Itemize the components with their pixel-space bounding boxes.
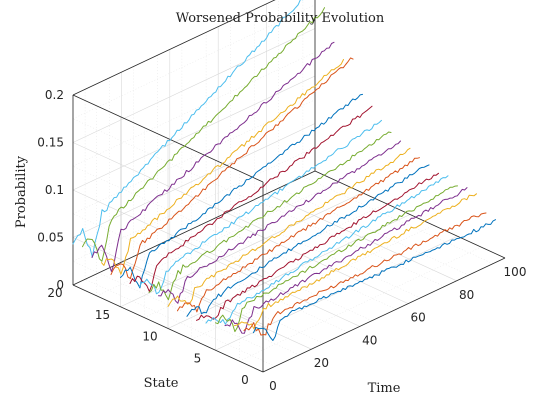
grid-minor-side	[72, 118, 264, 206]
z-tick-label: 0	[56, 278, 64, 292]
series-line	[215, 185, 458, 333]
x-tick-label: 80	[459, 288, 474, 302]
series-line	[91, 41, 335, 272]
grid-minor-back	[72, 52, 316, 167]
grid-minor-side	[72, 213, 264, 301]
series-line	[186, 164, 430, 317]
series-line	[253, 219, 496, 341]
series-line	[148, 131, 392, 301]
grid-major-floor	[167, 214, 411, 329]
grid-minor-floor	[205, 222, 397, 310]
side-edge	[72, 94, 264, 183]
grid-minor-floor	[144, 203, 387, 318]
grid-minor-back	[72, 147, 316, 262]
series-line	[205, 175, 449, 325]
series-line	[110, 57, 354, 280]
series-line	[120, 93, 363, 289]
grid-minor-floor	[230, 210, 421, 299]
y-tick-label: 20	[47, 286, 62, 300]
z-tick-label: 0.2	[45, 88, 64, 102]
grid-minor-floor	[278, 187, 469, 276]
y-tick-label: 0	[241, 373, 249, 387]
series-line	[82, 7, 325, 262]
series-line	[243, 212, 487, 336]
grid-minor-side	[72, 166, 264, 254]
grid-major-back	[72, 28, 316, 143]
grid-major-back	[72, 75, 316, 191]
series-line	[72, 0, 304, 258]
x-tick-label: 20	[314, 356, 329, 370]
y-tick-label: 15	[95, 308, 110, 322]
grid-major-side	[72, 142, 264, 230]
x-tick-label: 60	[411, 311, 426, 325]
grid-major-side	[72, 189, 264, 278]
grid-major-floor	[215, 235, 458, 351]
grid-minor-back	[72, 4, 316, 119]
chart-title: Worsened Probability Evolution	[176, 11, 385, 26]
z-tick-label: 0.1	[45, 183, 64, 197]
series-line	[167, 147, 411, 307]
back-edge	[72, 0, 276, 96]
grid-minor-floor	[181, 233, 373, 321]
grid-minor-floor	[96, 181, 339, 297]
y-tick-label: 5	[194, 351, 202, 365]
grid-minor-floor	[157, 244, 348, 333]
grid-minor-side	[72, 261, 264, 349]
grid-minor-floor	[191, 225, 434, 340]
x-tick-label: 40	[362, 333, 377, 347]
series-line	[234, 193, 477, 330]
grid	[72, 0, 506, 373]
series-line	[101, 59, 344, 275]
z-tick-label: 0.15	[37, 136, 64, 150]
x-axis-line	[262, 257, 506, 373]
series-line	[224, 187, 468, 334]
y-tick-label: 10	[142, 330, 157, 344]
z-tick-label: 0.05	[37, 231, 64, 245]
x-tick-label: 0	[269, 379, 277, 393]
y-axis-label: State	[144, 376, 179, 391]
series-line	[158, 140, 401, 304]
series-lines	[72, 0, 496, 341]
series-line	[177, 157, 420, 313]
floor-edge	[314, 170, 506, 259]
series-line	[139, 119, 382, 295]
grid-minor-floor	[133, 256, 324, 344]
grid-minor-floor	[84, 279, 276, 367]
y-axis-line	[72, 284, 264, 373]
series-line	[129, 105, 373, 293]
grid-major-back	[72, 123, 316, 238]
series-line	[196, 172, 439, 321]
z-axis-label: Probability	[14, 155, 29, 228]
axes-box	[72, 0, 506, 373]
grid-minor-floor	[239, 246, 482, 362]
x-tick-label: 100	[504, 265, 527, 279]
x-axis-label: Time	[368, 381, 401, 396]
grid-minor-floor	[302, 176, 494, 264]
